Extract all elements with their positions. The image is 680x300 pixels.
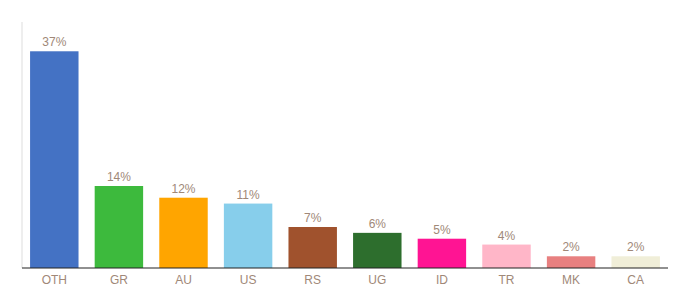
data-label: 12% [171,182,195,196]
x-tick-label: MK [562,273,580,287]
data-label: 14% [107,170,131,184]
bar [482,245,530,268]
x-axis-line [22,267,668,268]
y-axis-line [22,22,23,268]
data-label: 5% [433,223,451,237]
bar [159,198,207,268]
bar [547,256,595,268]
x-tick-label: OTH [42,273,67,287]
x-tick-label: UG [368,273,386,287]
bar [418,239,466,268]
bar [288,227,336,268]
bar [224,204,272,268]
x-tick-label: CA [627,273,644,287]
x-tick-label: RS [304,273,321,287]
x-tick-label: AU [175,273,192,287]
data-label: 37% [42,35,66,49]
data-label: 11% [237,188,260,202]
x-tick-label: ID [436,273,448,287]
data-label: 7% [304,211,322,225]
bar [95,186,143,268]
bar [611,256,659,268]
x-tick-label: US [240,273,257,287]
data-label: 2% [562,240,580,254]
data-label: 4% [498,229,516,243]
data-label: 6% [369,217,387,231]
x-tick-label: TR [499,273,515,287]
data-label: 2% [627,240,645,254]
bars [30,51,660,268]
bar [30,51,78,268]
bar [353,233,401,268]
x-tick-label: GR [110,273,128,287]
chart-container: OTH GR AU US RS UG ID TR MK CA 37% 14% 12% 11% 7% 6% 5% 4… [0,0,680,300]
chart: OTH GR AU US RS UG ID TR MK CA 37% 14% 12% 11% 7% 6% 5% 4… [0,0,680,300]
